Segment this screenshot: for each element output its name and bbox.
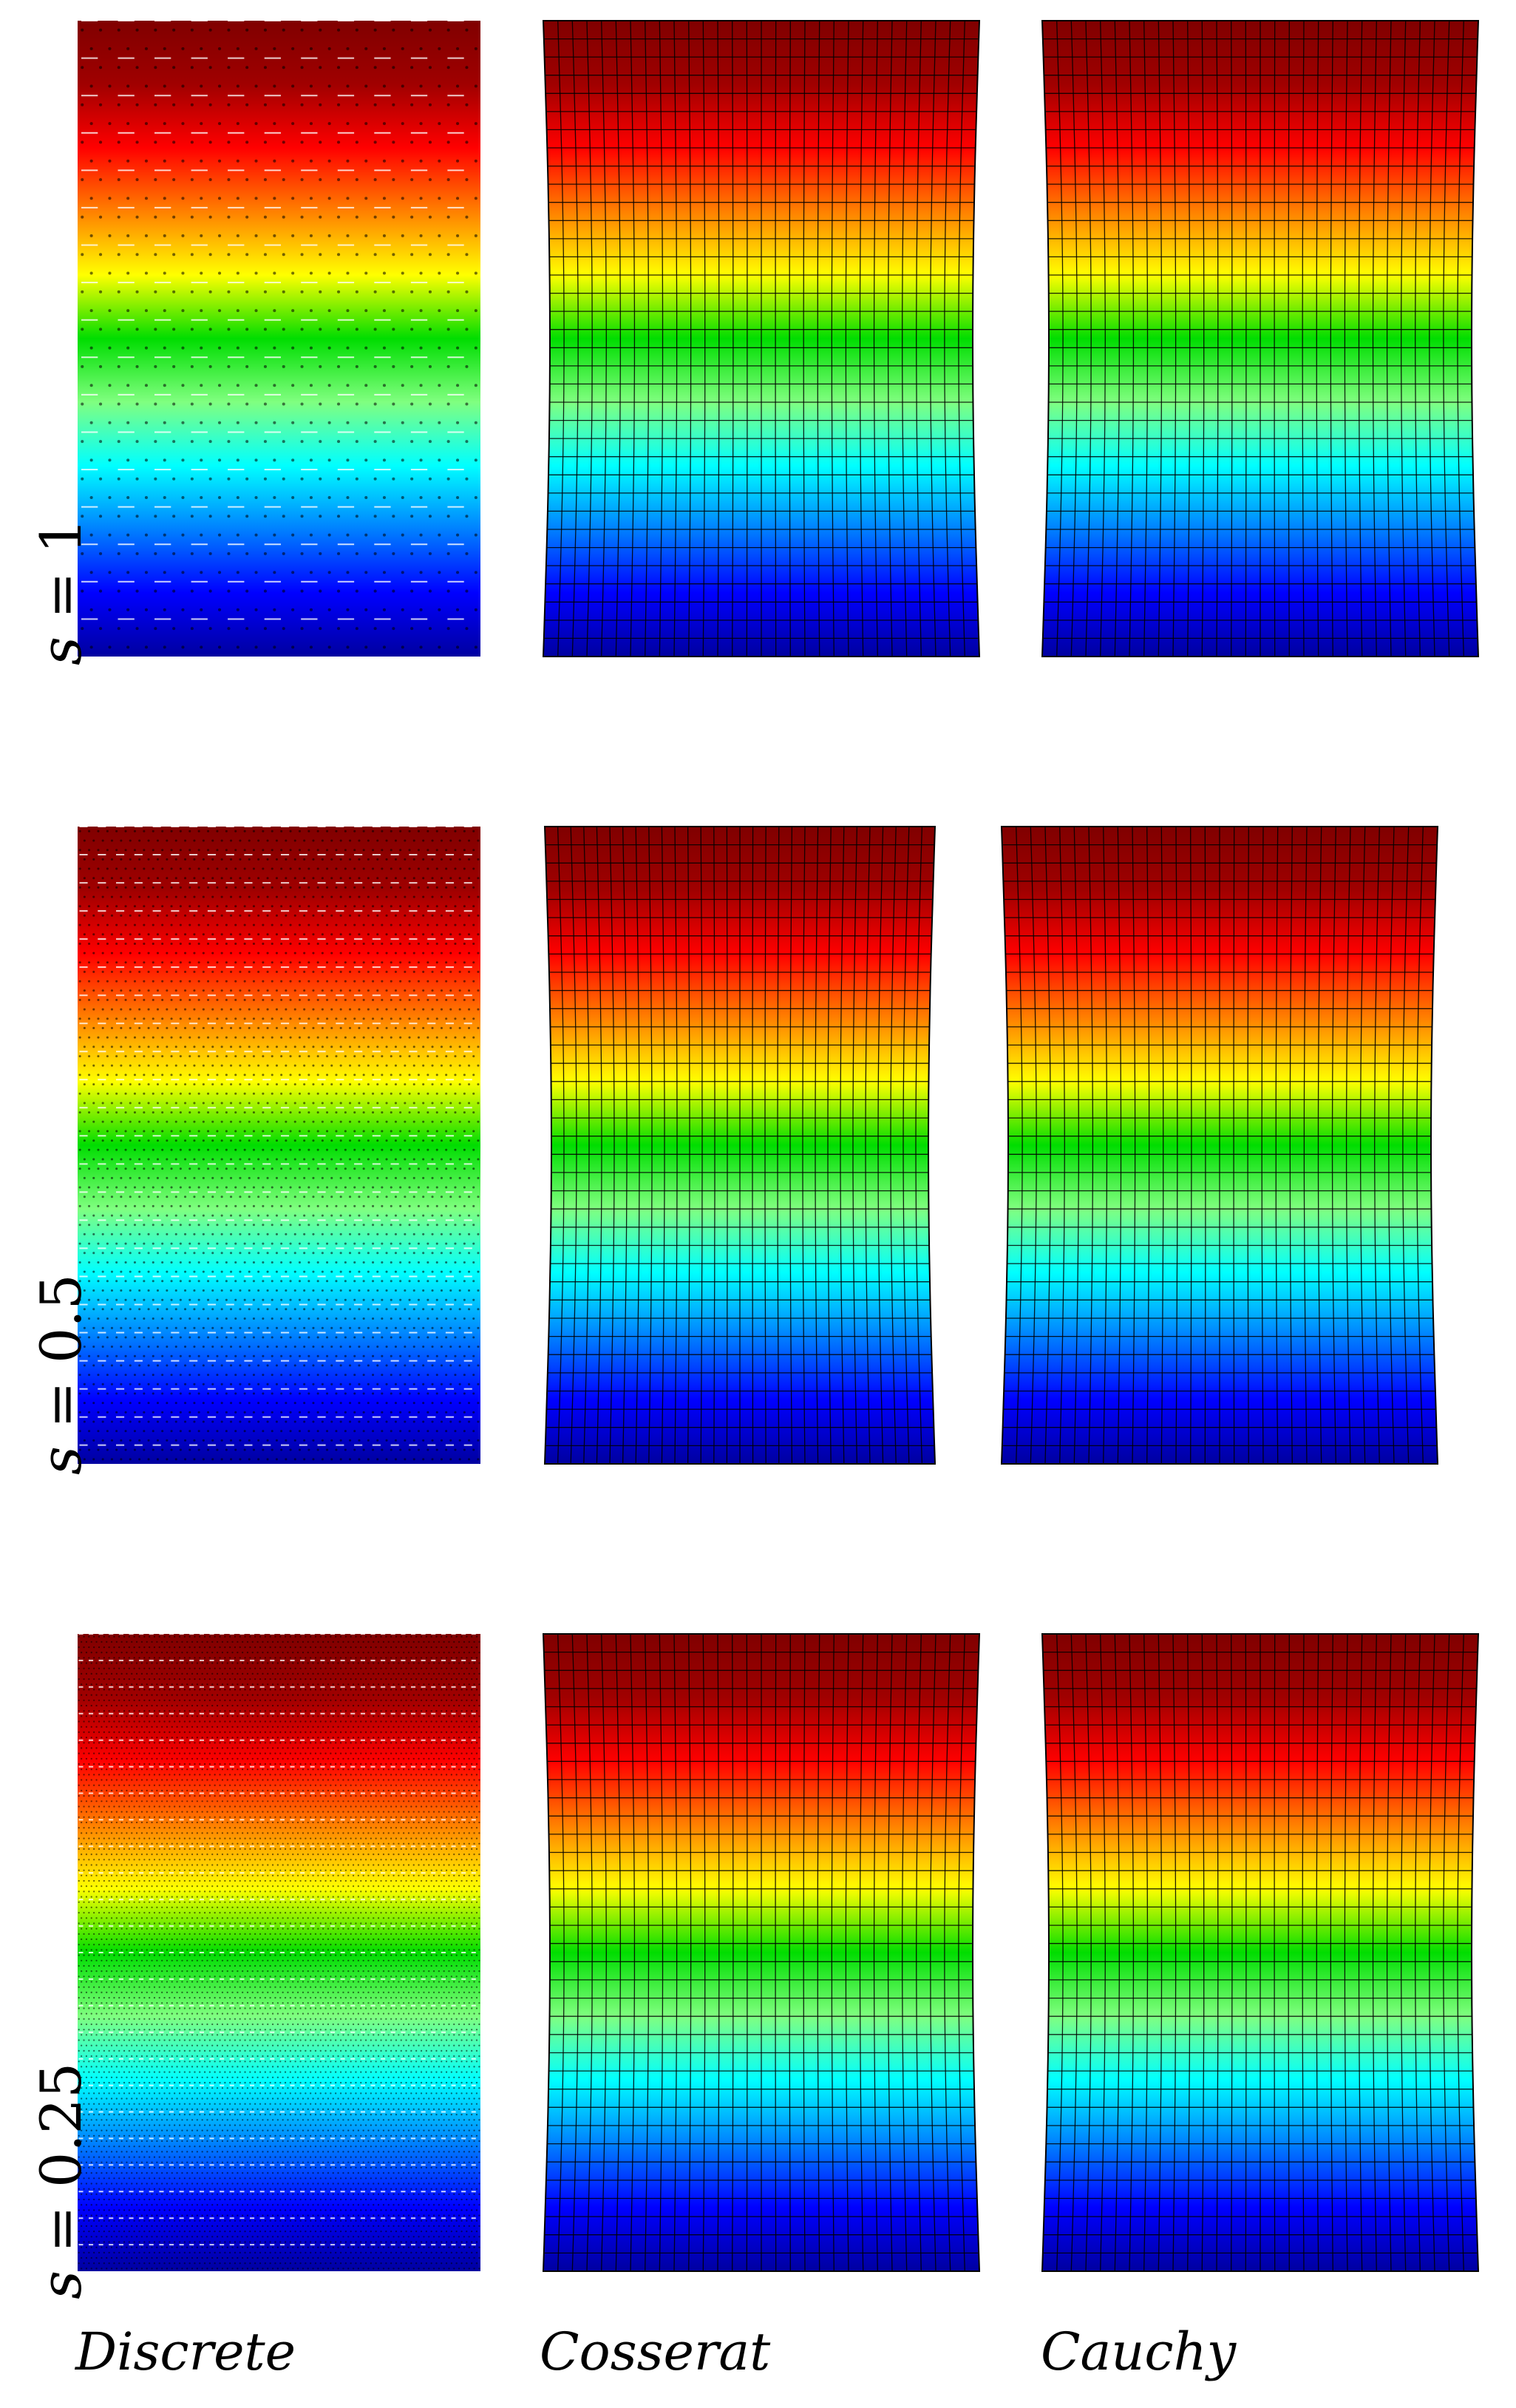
panel-cauchy-s-0.25 [1041,1633,1480,2272]
panel-cauchy-s-0.25-mesh [1042,1633,1478,2272]
panel-cauchy-s-1-mesh [1042,20,1478,657]
panel-cauchy-s-0.5 [1000,826,1439,1465]
panel-cosserat-s-1 [542,20,981,657]
panel-cauchy-s-0.5-mesh [1002,826,1438,1465]
column-label-cosserat: Cosserat [540,2321,771,2382]
panel-discrete-s-1 [78,20,480,657]
column-label-cauchy: Cauchy [1041,2321,1237,2382]
row-label-s-0.5: s = 0.5 [28,1274,94,1475]
row-1-var: s [28,636,94,665]
panel-cosserat-s-1-mesh [543,20,979,657]
panel-cosserat-s-0.5-mesh [545,826,935,1465]
row-2-var: s [28,1445,94,1475]
row-2-value: 0.5 [28,1274,94,1363]
row-3-op: = [28,2205,94,2253]
panel-discrete-s-0.25-field [78,1634,480,2271]
panel-discrete-s-1-field [78,21,480,657]
panel-discrete-s-0.5 [78,826,480,1464]
column-label-discrete: Discrete [75,2321,296,2382]
panel-discrete-s-0.5-particles [78,826,480,1461]
panel-discrete-s-0.25-particles [78,1633,480,2270]
row-label-s-0.25: s = 0.25 [28,2063,94,2299]
row-3-var: s [28,2270,94,2299]
row-1-op: = [28,572,94,619]
row-label-s-1: s = 1 [28,518,94,665]
panel-cauchy-s-1 [1041,20,1480,657]
panel-discrete-s-1-particles [81,20,477,649]
row-2-op: = [28,1381,94,1428]
panel-cosserat-s-0.5 [543,826,937,1465]
panel-discrete-s-0.25 [78,1633,480,2271]
panel-cosserat-s-0.25 [542,1633,981,2272]
panel-cosserat-s-0.25-mesh [543,1633,979,2272]
panel-discrete-s-0.5-field [78,827,480,1464]
row-3-value: 0.25 [28,2062,94,2188]
row-1-value: 1 [28,518,94,554]
